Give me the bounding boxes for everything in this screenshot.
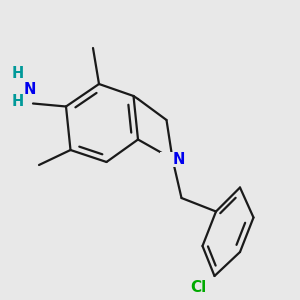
Bar [160,152,190,166]
Text: Cl: Cl [190,280,206,296]
Text: N: N [23,82,36,98]
Text: N: N [173,152,185,166]
Text: H: H [11,66,23,81]
Text: H: H [11,94,23,110]
Bar [20,82,43,98]
